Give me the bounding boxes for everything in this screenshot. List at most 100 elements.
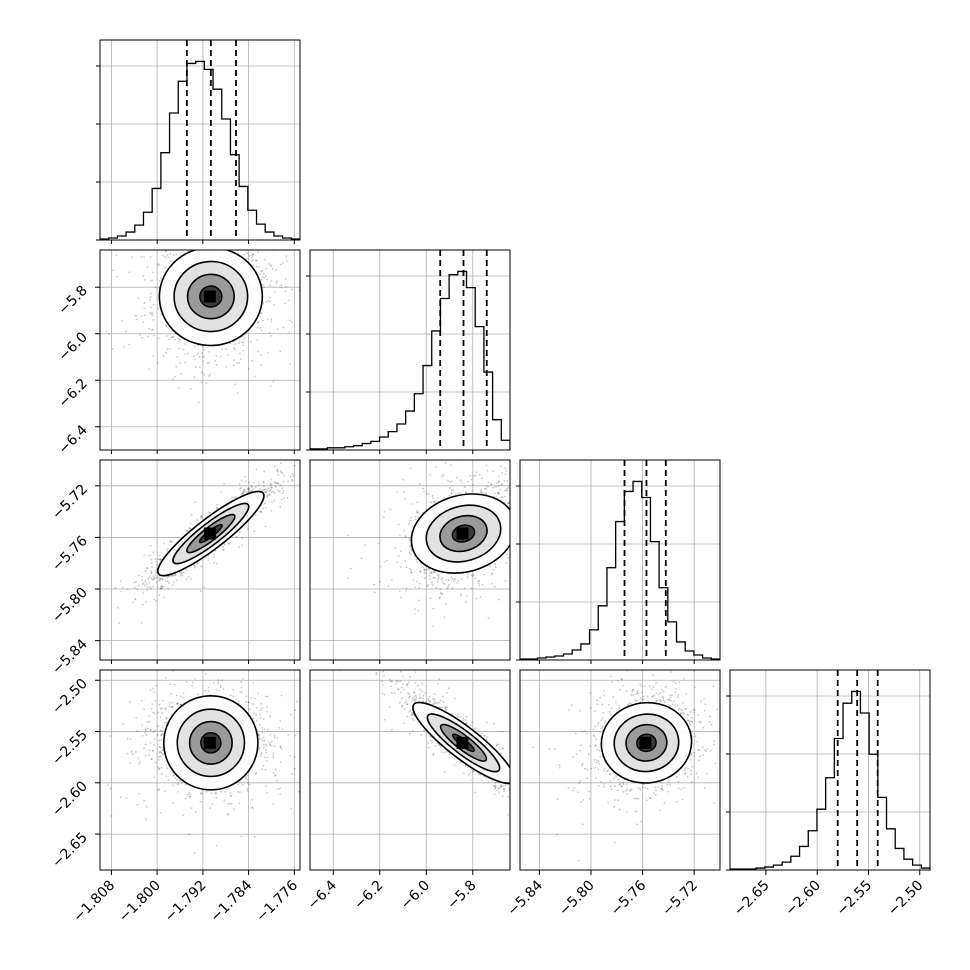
sample-point bbox=[206, 362, 209, 365]
sample-point bbox=[485, 492, 487, 495]
sample-point bbox=[165, 238, 167, 240]
sample-point bbox=[158, 594, 161, 597]
sample-point bbox=[187, 575, 190, 578]
sample-point bbox=[260, 752, 263, 755]
sample-point bbox=[194, 223, 196, 225]
sample-point bbox=[412, 578, 415, 581]
sample-point bbox=[506, 553, 509, 556]
sample-point bbox=[524, 474, 526, 476]
sample-point bbox=[525, 487, 527, 489]
sample-point bbox=[181, 661, 183, 663]
sample-point bbox=[153, 577, 156, 580]
sample-point bbox=[193, 246, 195, 248]
sample-point bbox=[416, 511, 419, 514]
sample-point bbox=[147, 335, 150, 338]
sample-point bbox=[273, 291, 276, 294]
sample-point bbox=[283, 302, 286, 305]
sample-point bbox=[438, 597, 441, 600]
sample-point bbox=[511, 573, 513, 575]
sample-point bbox=[151, 279, 154, 282]
sample-point bbox=[404, 589, 407, 592]
sample-point bbox=[526, 492, 528, 494]
sample-point bbox=[280, 471, 283, 474]
sample-point bbox=[284, 285, 287, 288]
sample-point bbox=[486, 469, 489, 472]
sample-point bbox=[135, 315, 138, 318]
sample-point bbox=[161, 732, 164, 735]
sample-point bbox=[134, 597, 137, 600]
sample-point bbox=[522, 521, 524, 523]
sample-point bbox=[218, 689, 220, 692]
sample-point bbox=[480, 491, 483, 494]
sample-point bbox=[179, 237, 181, 239]
sample-point bbox=[202, 245, 204, 247]
sample-point bbox=[229, 792, 232, 795]
sample-point bbox=[251, 256, 254, 259]
sample-point bbox=[251, 798, 254, 801]
sample-point bbox=[160, 587, 163, 590]
sample-point bbox=[470, 478, 473, 481]
sample-point bbox=[282, 261, 284, 264]
sample-point bbox=[346, 534, 349, 537]
sample-point bbox=[228, 243, 230, 245]
sample-point bbox=[521, 526, 523, 528]
sample-point bbox=[416, 561, 418, 563]
sample-point bbox=[425, 568, 428, 571]
sample-point bbox=[251, 806, 254, 808]
sample-point bbox=[209, 512, 212, 514]
sample-point bbox=[130, 750, 133, 753]
sample-point bbox=[273, 480, 276, 483]
sample-point bbox=[520, 540, 522, 542]
sample-point bbox=[533, 522, 535, 524]
sample-point bbox=[245, 700, 248, 703]
sample-point bbox=[238, 802, 241, 805]
sample-point bbox=[266, 300, 269, 302]
sample-point bbox=[389, 508, 392, 511]
sample-point bbox=[157, 308, 160, 310]
sample-point bbox=[440, 578, 443, 580]
sample-point bbox=[432, 584, 435, 587]
sample-point bbox=[442, 474, 445, 476]
y-tick-label: −5.84 bbox=[49, 636, 91, 678]
sample-point bbox=[196, 562, 199, 565]
sample-point bbox=[194, 565, 197, 567]
sample-point bbox=[524, 507, 526, 509]
sample-point bbox=[268, 489, 271, 492]
sample-point bbox=[513, 504, 515, 506]
sample-point bbox=[143, 708, 146, 711]
sample-point bbox=[514, 516, 516, 518]
sample-point bbox=[188, 791, 191, 794]
scatter-panel-1-0: −6.4−6.2−6.0−5.8 bbox=[55, 199, 301, 458]
sample-point bbox=[270, 265, 272, 268]
sample-point bbox=[191, 684, 194, 687]
sample-point bbox=[521, 482, 523, 484]
sample-point bbox=[289, 363, 292, 365]
sample-point bbox=[177, 233, 179, 235]
sample-point bbox=[159, 577, 162, 580]
sample-point bbox=[457, 579, 460, 582]
sample-point bbox=[207, 511, 210, 514]
sample-point bbox=[416, 501, 419, 504]
sample-point bbox=[148, 581, 151, 584]
sample-point bbox=[487, 617, 490, 619]
sample-point bbox=[373, 591, 376, 594]
sample-point bbox=[279, 793, 282, 796]
sample-point bbox=[189, 388, 192, 390]
sample-point bbox=[213, 241, 215, 243]
sample-point bbox=[480, 489, 483, 491]
sample-point bbox=[512, 558, 514, 560]
sample-point bbox=[157, 246, 159, 248]
sample-point bbox=[522, 432, 524, 434]
sample-point bbox=[115, 254, 118, 257]
sample-point bbox=[188, 233, 190, 235]
hist-panel-2 bbox=[516, 459, 721, 664]
sample-point bbox=[269, 715, 272, 718]
sample-point bbox=[180, 373, 182, 375]
sample-point bbox=[191, 199, 193, 201]
sample-point bbox=[256, 326, 259, 329]
sample-point bbox=[163, 721, 166, 724]
sample-point bbox=[262, 272, 265, 275]
sample-point bbox=[144, 728, 147, 731]
sample-point bbox=[513, 519, 515, 521]
sample-point bbox=[423, 569, 426, 571]
